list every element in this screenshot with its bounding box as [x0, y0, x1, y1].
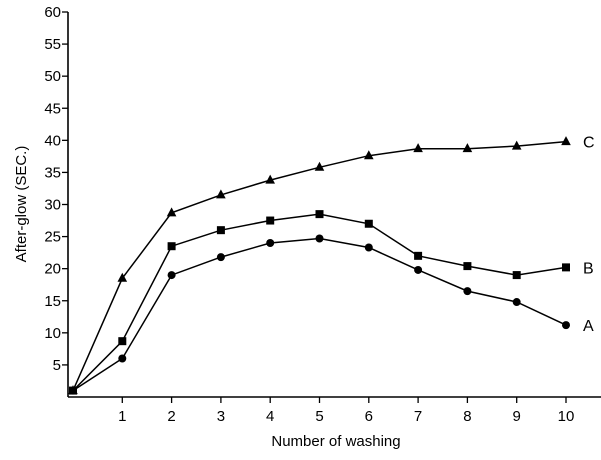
x-tick-label: 3	[217, 408, 225, 425]
x-tick-label: 9	[513, 408, 521, 425]
data-point	[265, 174, 275, 184]
data-point	[463, 262, 472, 271]
series-A: A	[69, 234, 594, 395]
data-point	[118, 337, 127, 346]
y-axis-title: After-glow (SEC.)	[13, 146, 30, 263]
data-point	[561, 136, 571, 146]
data-point	[562, 321, 570, 330]
y-tick-label: 5	[53, 357, 61, 374]
data-point	[314, 161, 325, 171]
y-tick-label: 60	[44, 4, 61, 21]
data-point	[166, 207, 177, 217]
y-tick-label: 15	[44, 293, 61, 310]
data-point	[364, 219, 373, 228]
data-point	[117, 272, 128, 282]
data-point	[266, 216, 275, 225]
x-tick-label: 7	[414, 408, 422, 425]
series-C: C	[68, 135, 595, 395]
x-tick-label: 5	[315, 408, 323, 425]
data-point	[511, 140, 522, 150]
x-tick-label: 6	[365, 408, 373, 425]
y-tick-label: 35	[44, 164, 61, 181]
y-tick-label: 10	[44, 325, 61, 342]
data-point	[118, 354, 127, 363]
data-point	[216, 253, 225, 262]
series-label-A: A	[583, 318, 594, 335]
series-line-A	[72, 237, 567, 392]
data-point	[413, 143, 423, 153]
data-point	[414, 251, 423, 260]
data-point	[512, 271, 521, 280]
axes	[67, 12, 601, 398]
x-tick-label: 2	[167, 408, 175, 425]
data-point	[562, 263, 570, 272]
data-point	[462, 143, 473, 153]
data-point	[315, 210, 324, 219]
data-point	[266, 239, 275, 247]
data-point	[463, 287, 472, 296]
x-tick-label: 10	[558, 408, 575, 425]
y-tick-label: 30	[44, 197, 61, 214]
y-tick-label: 50	[44, 68, 61, 85]
data-point	[315, 234, 324, 243]
data-point	[512, 298, 521, 307]
data-point	[216, 226, 225, 235]
y-tick-label: 45	[44, 100, 61, 117]
data-point	[364, 150, 374, 160]
x-tick-label: 4	[266, 408, 274, 425]
y-tick-label: 40	[44, 132, 61, 149]
series-layer: A B C	[68, 135, 595, 395]
data-point	[414, 265, 423, 274]
y-tick-label: 55	[44, 36, 61, 53]
series-B: B	[69, 210, 594, 395]
y-tick-label: 25	[44, 229, 61, 246]
data-point	[216, 189, 226, 199]
x-axis-title: Number of washing	[271, 433, 400, 450]
series-line-C	[72, 140, 567, 391]
y-tick-label: 20	[44, 261, 61, 278]
data-point	[167, 242, 176, 251]
data-point	[364, 243, 373, 252]
x-tick-label: 1	[118, 408, 126, 425]
series-label-C: C	[583, 135, 595, 152]
data-point	[167, 271, 176, 280]
data-point	[68, 385, 78, 395]
series-label-B: B	[583, 260, 594, 277]
x-tick-label: 8	[463, 408, 471, 425]
